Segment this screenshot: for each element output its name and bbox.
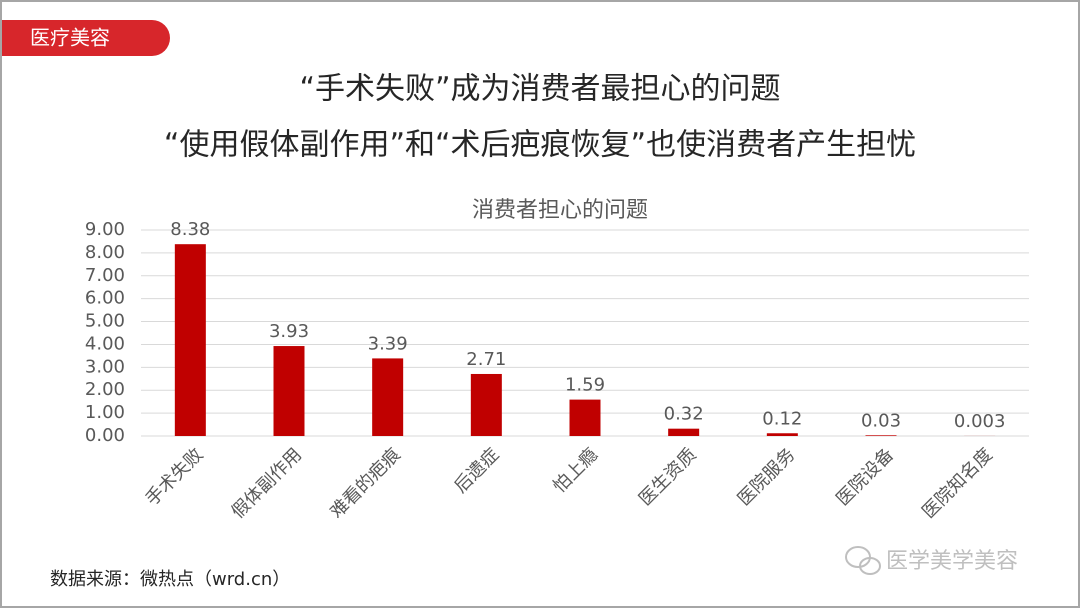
data-label: 0.03 [861, 410, 901, 431]
data-label: 3.93 [269, 321, 309, 342]
tag-background [2, 20, 170, 56]
y-tick-label: 1.00 [85, 402, 125, 423]
y-tick-label: 5.00 [85, 311, 125, 332]
data-label: 1.59 [565, 375, 605, 396]
bar [372, 358, 404, 436]
y-tick-label: 2.00 [85, 379, 125, 400]
y-tick-label: 6.00 [85, 288, 125, 309]
bar [766, 433, 798, 436]
data-label: 2.71 [466, 349, 506, 370]
y-tick-label: 4.00 [85, 333, 125, 354]
data-label: 0.12 [762, 408, 802, 429]
bar [470, 373, 502, 436]
bar [569, 399, 601, 436]
watermark: 医学美学美容 [886, 549, 1018, 574]
bar [668, 428, 700, 436]
data-label: 3.39 [368, 333, 408, 354]
bar [273, 346, 305, 436]
headline: “手术失败”成为消费者最担心的问题 [299, 72, 780, 107]
y-tick-label: 9.00 [85, 219, 125, 240]
headline: “使用假体副作用”和“术后疤痕恢复”也使消费者产生担忧 [164, 128, 916, 163]
data-label: 8.38 [170, 219, 210, 240]
bar [865, 435, 897, 436]
data-label: 0.003 [954, 411, 1006, 432]
watermark-icon [845, 546, 881, 575]
chart-title: 消费者担心的问题 [472, 198, 648, 223]
data-label: 0.32 [664, 404, 704, 425]
y-tick-label: 3.00 [85, 356, 125, 377]
source: 数据来源：微热点（wrd.cn） [50, 569, 290, 590]
y-tick-label: 7.00 [85, 265, 125, 286]
y-tick-label: 0.00 [85, 425, 125, 446]
y-tick-label: 8.00 [85, 242, 125, 263]
tag: 医疗美容 [30, 26, 110, 50]
bar [174, 244, 206, 436]
